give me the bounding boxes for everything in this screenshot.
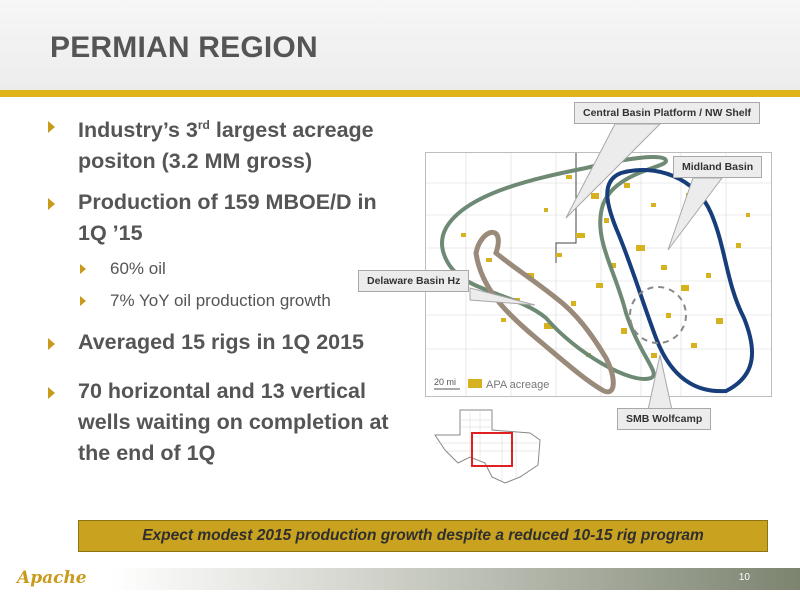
title-band <box>0 0 800 90</box>
bullet-arrow-icon <box>48 387 55 400</box>
central-basin-pointer <box>565 123 662 219</box>
page-title: PERMIAN REGION <box>50 31 318 64</box>
midland-basin-pointer <box>667 177 723 251</box>
sub-bullet-item: 7% YoY oil production growth <box>78 289 398 313</box>
acreage-legend-swatch <box>468 379 482 388</box>
delaware-basin-callout: Delaware Basin Hz <box>358 270 470 292</box>
page-number: 10 <box>738 572 750 583</box>
smb-wolfcamp-pointer <box>647 354 673 411</box>
delaware-basin-outline <box>473 229 616 395</box>
title-underline <box>0 90 800 97</box>
bullet-arrow-icon <box>80 264 86 275</box>
midland-basin-callout: Midland Basin <box>673 156 763 178</box>
bullet-arrow-icon <box>48 121 55 133</box>
midland-basin-outline <box>605 167 755 394</box>
scale-label: 20 mi <box>434 377 456 387</box>
footer-band <box>0 568 800 590</box>
bullet-item: Industry’s 3rd largest acreage positon (… <box>48 110 398 177</box>
bullet-item: 70 horizontal and 13 vertical wells wait… <box>48 376 398 469</box>
texas-outline <box>434 409 541 484</box>
bullet-item: Production of 159 MBOE/D in 1Q ’15 60% o… <box>48 187 398 313</box>
delaware-basin-pointer <box>469 287 536 306</box>
permian-basin-map: 20 mi APA acreage <box>425 152 772 397</box>
smb-wolfcamp-callout: SMB Wolfcamp <box>617 408 712 430</box>
permian-highlight-box <box>471 432 513 467</box>
acreage-legend-label: APA acreage <box>486 379 549 391</box>
apache-logo: Apache <box>17 568 87 588</box>
texas-county-lines <box>435 410 538 481</box>
sub-bullet-item: 60% oil <box>78 257 398 281</box>
smb-wolfcamp-circle <box>629 286 687 344</box>
texas-outline-graphic <box>434 409 541 484</box>
bullet-arrow-icon <box>48 338 55 351</box>
central-basin-callout: Central Basin Platform / NW Shelf <box>574 102 761 124</box>
texas-inset-map <box>430 405 545 485</box>
bullet-arrow-icon <box>80 296 86 307</box>
bullet-item: Averaged 15 rigs in 1Q 2015 <box>48 327 398 358</box>
production-banner: Expect modest 2015 production growth des… <box>78 520 768 552</box>
bullet-arrow-icon <box>48 198 55 211</box>
bullet-list: Industry’s 3rd largest acreage positon (… <box>48 110 398 479</box>
